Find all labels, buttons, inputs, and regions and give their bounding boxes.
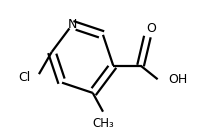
Text: O: O	[146, 22, 156, 34]
Text: N: N	[68, 18, 77, 31]
Text: Cl: Cl	[18, 71, 30, 84]
Text: OH: OH	[168, 73, 187, 86]
Text: CH₃: CH₃	[92, 117, 114, 130]
